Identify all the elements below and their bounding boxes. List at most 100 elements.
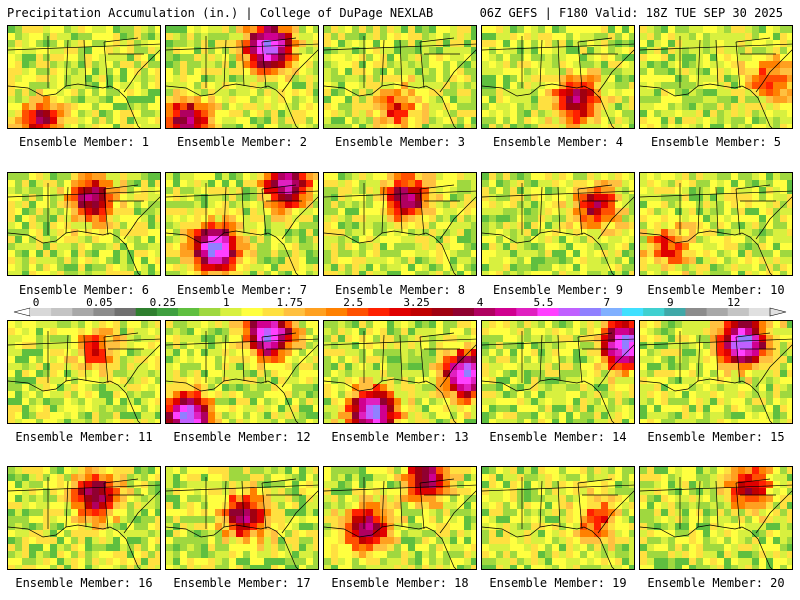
colorbar: 0 0.05 0.25 1 1.75 2.5 3.25 4 5.5 7 9 12 [13, 296, 787, 317]
map-outline [482, 36, 634, 128]
colorbar-bin [114, 308, 137, 316]
ensemble-panel [323, 25, 477, 129]
colorbar-right-arrow [769, 307, 787, 317]
colorbar-tick-label: 4 [477, 296, 484, 309]
ensemble-panel [639, 172, 793, 276]
ensemble-member-label: Ensemble Member: 17 [173, 576, 311, 590]
ensemble-member-label: Ensemble Member: 7 [176, 283, 308, 297]
ensemble-panel [7, 320, 161, 424]
colorbar-tick-label: 1 [223, 296, 230, 309]
colorbar-tick-label: 12 [727, 296, 740, 309]
colorbar-bin [495, 308, 517, 316]
map-outline [482, 331, 634, 423]
colorbar-tick-label: 9 [667, 296, 674, 309]
ensemble-panel [323, 466, 477, 570]
colorbar-tick-label: 0.05 [86, 296, 113, 309]
map-outline [324, 36, 476, 128]
ensemble-member-label: Ensemble Member: 14 [489, 430, 627, 444]
ensemble-panel [7, 172, 161, 276]
colorbar-bin [326, 308, 348, 316]
ensemble-member-label: Ensemble Member: 5 [650, 135, 782, 149]
colorbar-bin [220, 308, 242, 316]
colorbar-bin [727, 308, 750, 316]
colorbar-bin [622, 308, 644, 316]
map-outline [640, 183, 792, 275]
colorbar-bin [135, 308, 158, 316]
colorbar-bin [431, 308, 454, 316]
ensemble-member-label: Ensemble Member: 18 [331, 576, 469, 590]
valid-time-label: 06Z GEFS | F180 Valid: 18Z TUE SEP 30 20… [479, 6, 783, 20]
colorbar-tick-label: 3.25 [403, 296, 430, 309]
ensemble-panel [7, 466, 161, 570]
colorbar-bin [685, 308, 708, 316]
colorbar-bin [30, 308, 52, 316]
map-outline [482, 477, 634, 569]
colorbar-bin [516, 308, 538, 316]
map-outline [8, 331, 160, 423]
ensemble-member-label: Ensemble Member: 2 [176, 135, 308, 149]
ensemble-member-label: Ensemble Member: 3 [334, 135, 466, 149]
ensemble-member-label: Ensemble Member: 19 [489, 576, 627, 590]
map-outline [166, 331, 318, 423]
chart-title: Precipitation Accumulation (in.) | Colle… [7, 6, 434, 20]
ensemble-panel [165, 25, 319, 129]
ensemble-panel [165, 320, 319, 424]
ensemble-panel [481, 172, 635, 276]
ensemble-panel [481, 25, 635, 129]
colorbar-bin [51, 308, 73, 316]
colorbar-bin [283, 308, 306, 316]
map-outline [324, 331, 476, 423]
ensemble-panel [639, 466, 793, 570]
colorbar-bin [304, 308, 327, 316]
map-outline [640, 477, 792, 569]
ensemble-member-label: Ensemble Member: 11 [15, 430, 153, 444]
ensemble-panel [165, 172, 319, 276]
colorbar-bin [748, 308, 771, 316]
colorbar-tick-label: 7 [604, 296, 611, 309]
ensemble-panel [323, 320, 477, 424]
ensemble-member-label: Ensemble Member: 9 [492, 283, 624, 297]
colorbar-bin [241, 308, 264, 316]
colorbar-bin [537, 308, 560, 316]
colorbar-bin [452, 308, 475, 316]
colorbar-bin [368, 308, 390, 316]
ensemble-panel [639, 320, 793, 424]
colorbar-bin [178, 308, 200, 316]
map-outline [324, 183, 476, 275]
ensemble-member-label: Ensemble Member: 4 [492, 135, 624, 149]
ensemble-member-label: Ensemble Member: 6 [18, 283, 150, 297]
ensemble-panel [481, 466, 635, 570]
ensemble-panel [323, 172, 477, 276]
ensemble-member-label: Ensemble Member: 10 [647, 283, 785, 297]
colorbar-tick-label: 0.25 [150, 296, 177, 309]
colorbar-tick-label: 2.5 [343, 296, 363, 309]
map-outline [8, 36, 160, 128]
ensemble-member-label: Ensemble Member: 12 [173, 430, 311, 444]
map-outline [8, 477, 160, 569]
colorbar-bin [347, 308, 369, 316]
ensemble-member-label: Ensemble Member: 16 [15, 576, 153, 590]
ensemble-panel [639, 25, 793, 129]
colorbar-bin [706, 308, 729, 316]
colorbar-bin [410, 308, 433, 316]
map-outline [8, 183, 160, 275]
colorbar-bin [93, 308, 116, 316]
colorbar-bin [600, 308, 623, 316]
colorbar-bin [156, 308, 179, 316]
map-outline [166, 183, 318, 275]
map-outline [166, 477, 318, 569]
colorbar-left-arrow [13, 307, 31, 317]
colorbar-bin [72, 308, 94, 316]
colorbar-bin [643, 308, 665, 316]
colorbar-tick-label: 0 [33, 296, 40, 309]
map-outline [640, 36, 792, 128]
map-outline [166, 36, 318, 128]
ensemble-member-label: Ensemble Member: 8 [334, 283, 466, 297]
colorbar-bin [474, 308, 496, 316]
map-outline [482, 183, 634, 275]
colorbar-bin [262, 308, 285, 316]
map-outline [640, 331, 792, 423]
map-outline [324, 477, 476, 569]
ensemble-member-label: Ensemble Member: 1 [18, 135, 150, 149]
colorbar-tick-label: 5.5 [533, 296, 553, 309]
